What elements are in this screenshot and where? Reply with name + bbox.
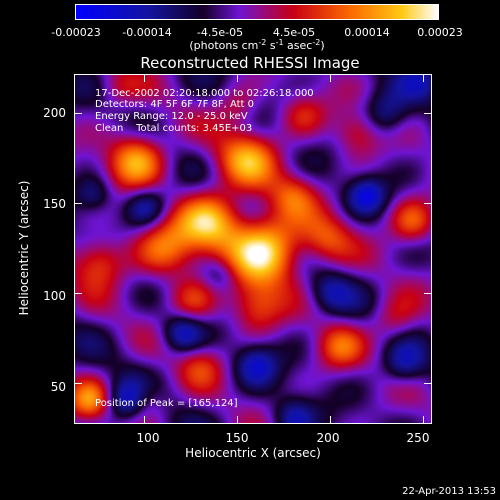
y-tick-mark: [424, 382, 432, 384]
x-tick-mark: [144, 416, 146, 424]
x-tick-label: 200: [316, 431, 340, 445]
colorbar-tick-label: 4.5e-05: [272, 26, 316, 39]
x-tick-mark: [144, 74, 146, 82]
y-tick-label: 200: [43, 106, 66, 120]
colorbar: [75, 4, 439, 20]
y-tick-mark: [74, 113, 82, 115]
time-range-text: 17-Dec-2002 02:20:18.000 to 02:26:18.000: [95, 88, 314, 99]
y-tick-mark: [424, 113, 432, 115]
x-tick-mark: [422, 416, 424, 424]
rhessi-image-map: [75, 75, 431, 423]
x-tick-label: 150: [225, 431, 249, 445]
detectors-text: Detectors: 4F 5F 6F 7F 8F, Att 0: [95, 99, 255, 110]
date-stamp: 22-Apr-2013 13:53: [402, 486, 496, 497]
colorbar-tick-label: -4.5e-05: [196, 26, 244, 39]
rhessi-image-plot: [74, 74, 432, 424]
x-tick-mark: [422, 74, 424, 82]
y-tick-mark: [74, 203, 82, 205]
x-tick-label: 100: [136, 431, 160, 445]
x-tick-mark: [237, 74, 239, 82]
colorbar-tick-label: -0.00014: [122, 26, 172, 39]
x-tick-label: 250: [406, 431, 430, 445]
y-tick-mark: [74, 382, 82, 384]
y-tick-label: 100: [43, 289, 66, 303]
y-tick-mark: [424, 292, 432, 294]
x-tick-mark: [329, 416, 331, 424]
clean-totals-text: Clean Total counts: 3.45E+03: [95, 123, 253, 134]
x-axis-label: Heliocentric X (arcsec): [185, 446, 321, 460]
x-tick-mark: [237, 416, 239, 424]
colorbar-tick-label: 0.00014: [344, 26, 390, 39]
y-axis-label: Heliocentric Y (arcsec): [17, 180, 31, 316]
x-tick-mark: [329, 74, 331, 82]
colorbar-tick-label: -0.00023: [51, 26, 101, 39]
y-tick-mark: [74, 292, 82, 294]
y-tick-label: 150: [43, 197, 66, 211]
energy-range-text: Energy Range: 12.0 - 25.0 keV: [95, 111, 248, 122]
y-tick-mark: [424, 203, 432, 205]
colorbar-tick-label: 0.00023: [417, 26, 463, 39]
image-title: Reconstructed RHESSI Image: [140, 54, 360, 72]
colorbar-units: (photons cm-2 s-1 asec-2): [189, 38, 325, 52]
peak-position-text: Position of Peak = [165,124]: [95, 398, 238, 409]
y-tick-label: 50: [50, 380, 66, 394]
